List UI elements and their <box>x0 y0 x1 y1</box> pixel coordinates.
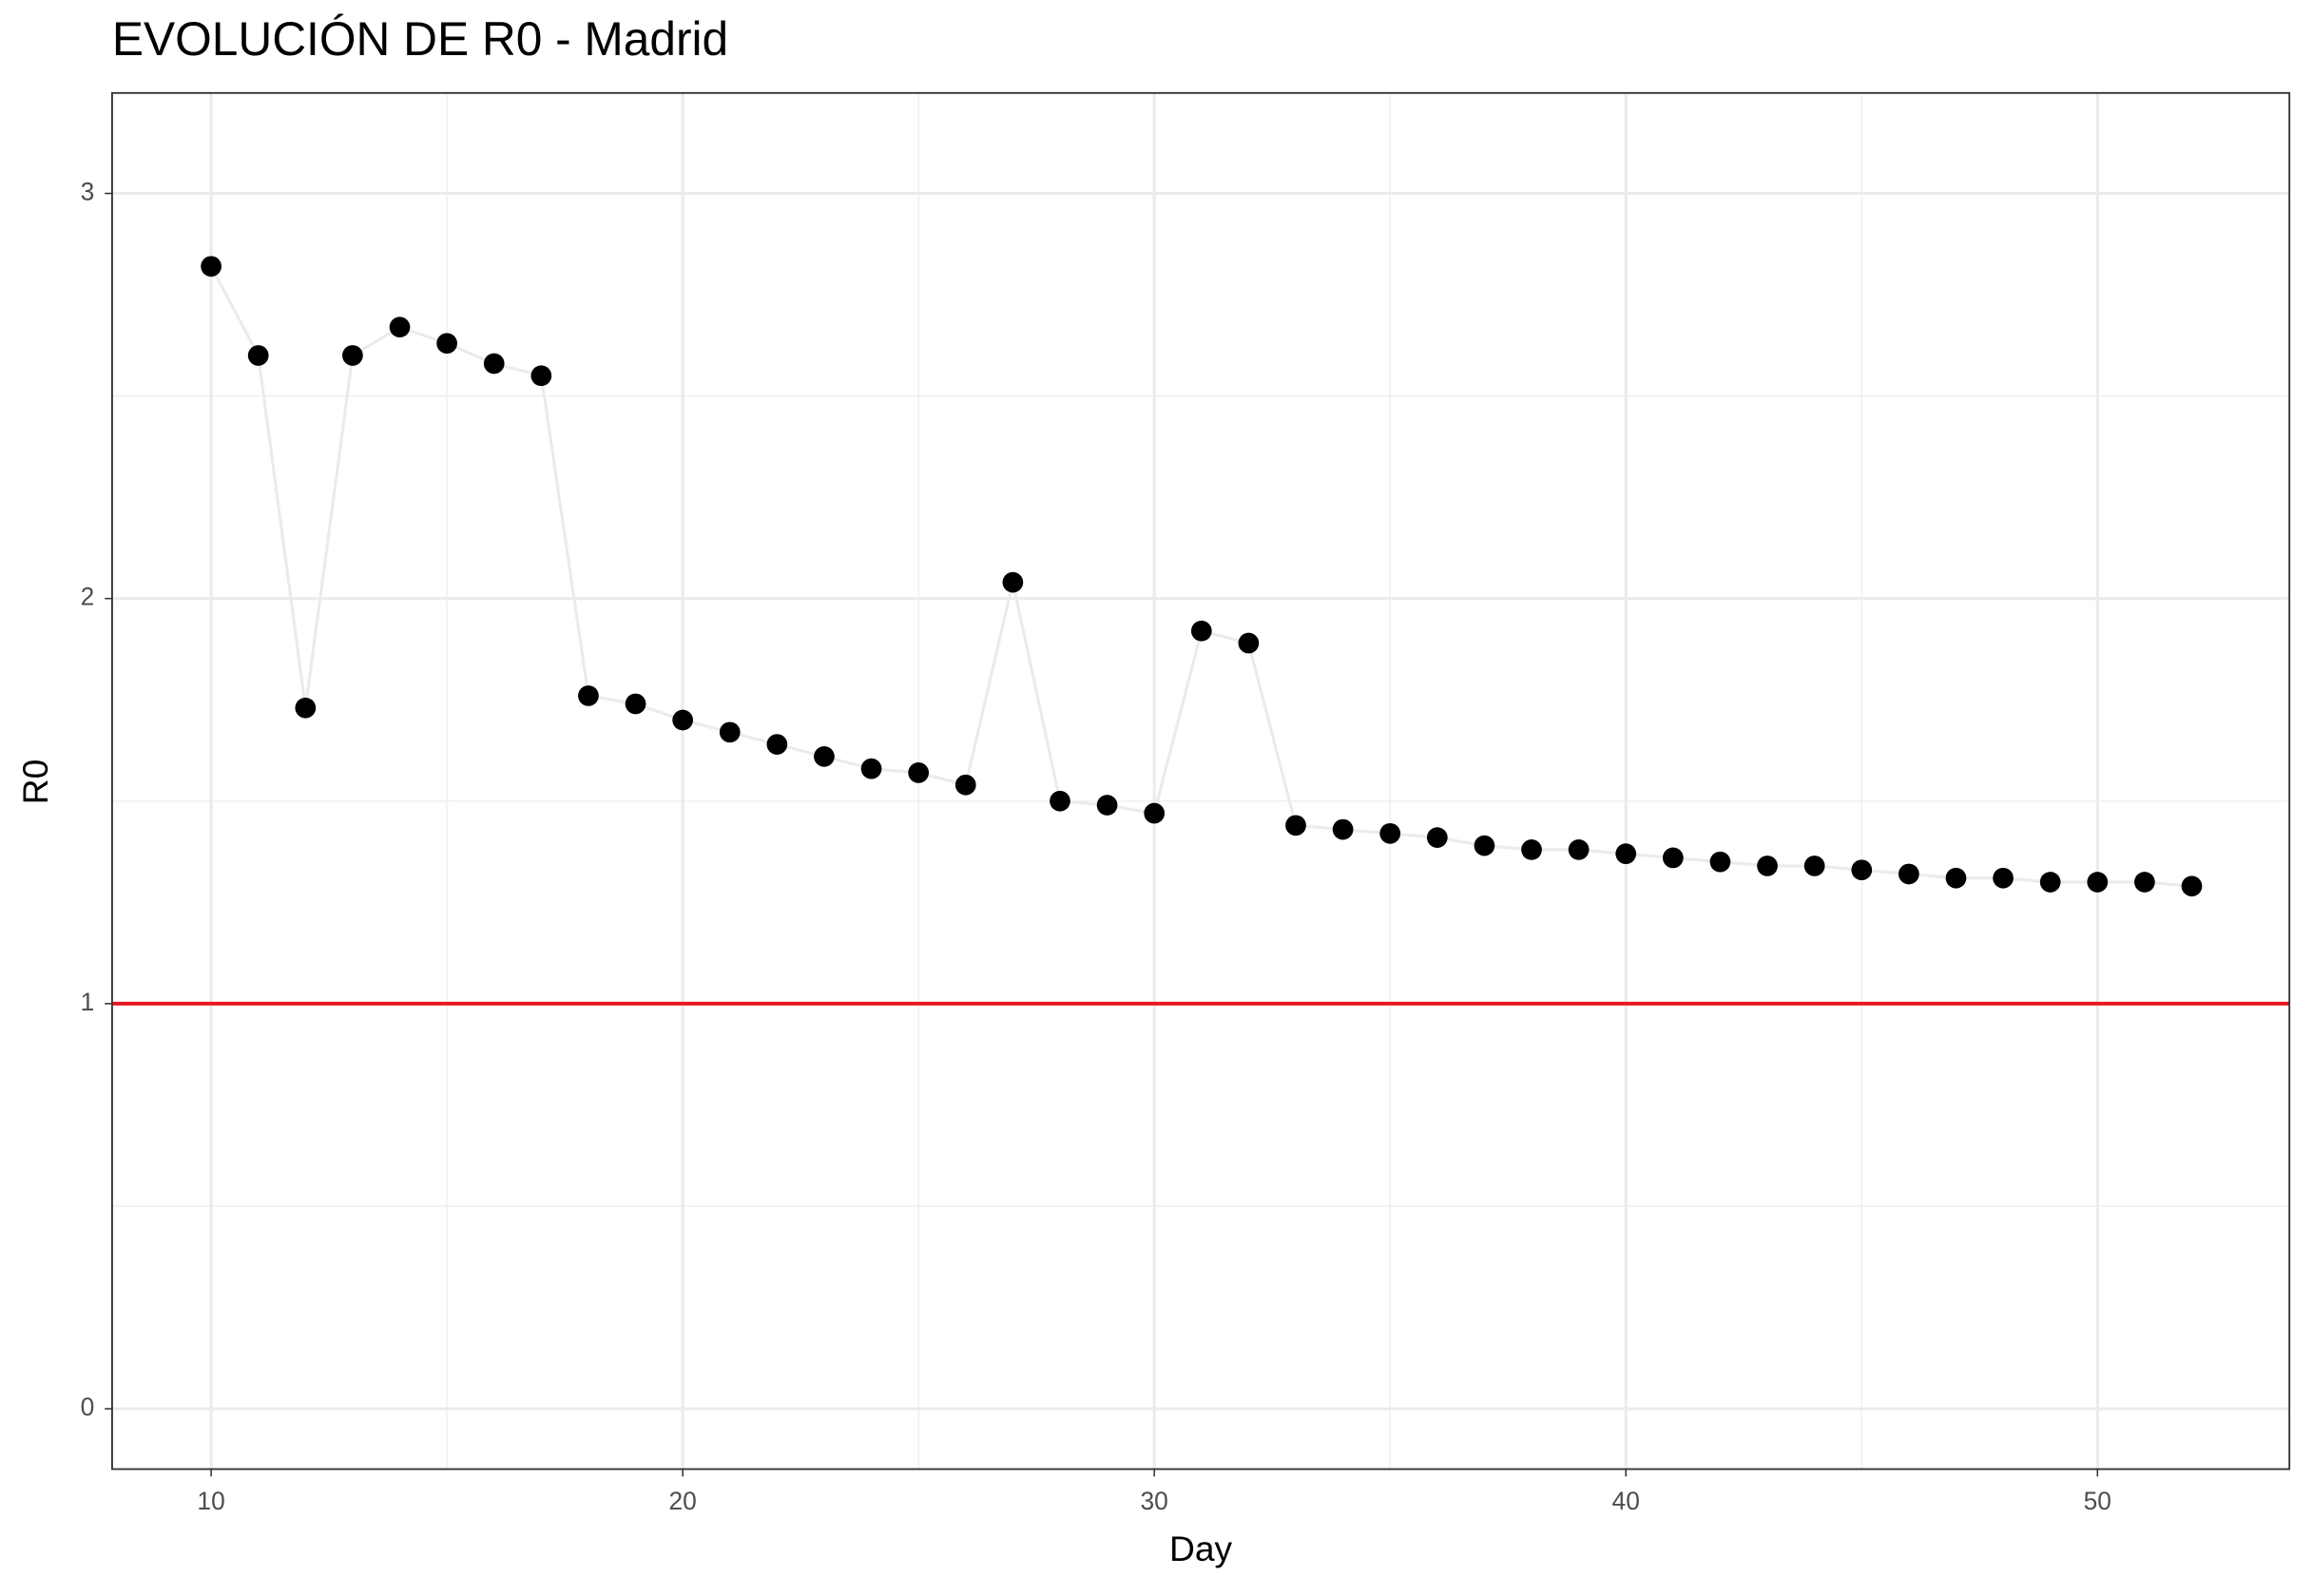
x-tick-label: 40 <box>1612 1487 1640 1515</box>
point <box>1709 851 1731 873</box>
y-tick-label: 1 <box>81 988 95 1016</box>
point <box>1993 867 2014 889</box>
point <box>1899 863 1919 885</box>
point <box>2087 872 2109 893</box>
point <box>860 758 882 779</box>
y-axis-label: R0 <box>15 760 55 805</box>
point <box>1615 843 1637 865</box>
point <box>1002 571 1024 593</box>
point <box>1238 632 1260 654</box>
point <box>1757 856 1778 876</box>
point <box>766 734 788 755</box>
point <box>672 709 694 731</box>
point <box>1521 839 1542 860</box>
point <box>1803 856 1825 876</box>
x-tick-label: 50 <box>2084 1487 2111 1515</box>
point <box>1190 620 1212 642</box>
point <box>1474 835 1495 856</box>
point <box>908 762 930 783</box>
point <box>295 697 317 719</box>
point <box>578 685 599 706</box>
point <box>1662 847 1684 869</box>
point <box>814 746 835 767</box>
y-tick-label: 2 <box>81 583 95 611</box>
x-tick-label: 20 <box>668 1487 696 1515</box>
x-tick-label: 30 <box>1141 1487 1168 1515</box>
point <box>625 693 646 715</box>
point <box>247 345 269 366</box>
point <box>1050 790 1070 812</box>
point <box>1285 815 1306 836</box>
point <box>483 353 505 375</box>
x-axis-label: Day <box>1169 1529 1233 1568</box>
point <box>342 345 363 366</box>
y-tick-label: 0 <box>81 1393 95 1421</box>
point <box>389 317 411 337</box>
x-tick-label: 10 <box>197 1487 224 1515</box>
point <box>954 774 976 796</box>
point <box>1096 795 1118 816</box>
point <box>1945 867 1967 889</box>
point <box>1851 859 1873 881</box>
point <box>1144 802 1166 824</box>
point <box>201 256 222 278</box>
chart-title: EVOLUCIÓN DE R0 - Madrid <box>112 12 728 66</box>
point <box>1568 839 1590 860</box>
point <box>436 333 457 355</box>
y-tick-label: 3 <box>81 177 95 205</box>
point <box>2181 875 2203 897</box>
plot-border <box>110 91 2291 1471</box>
plot-background <box>111 92 2290 1470</box>
point <box>530 365 552 387</box>
point <box>1379 822 1401 844</box>
point <box>719 721 741 743</box>
point <box>2039 872 2061 893</box>
point <box>1332 818 1354 840</box>
point <box>2134 872 2155 893</box>
point <box>1426 827 1448 848</box>
